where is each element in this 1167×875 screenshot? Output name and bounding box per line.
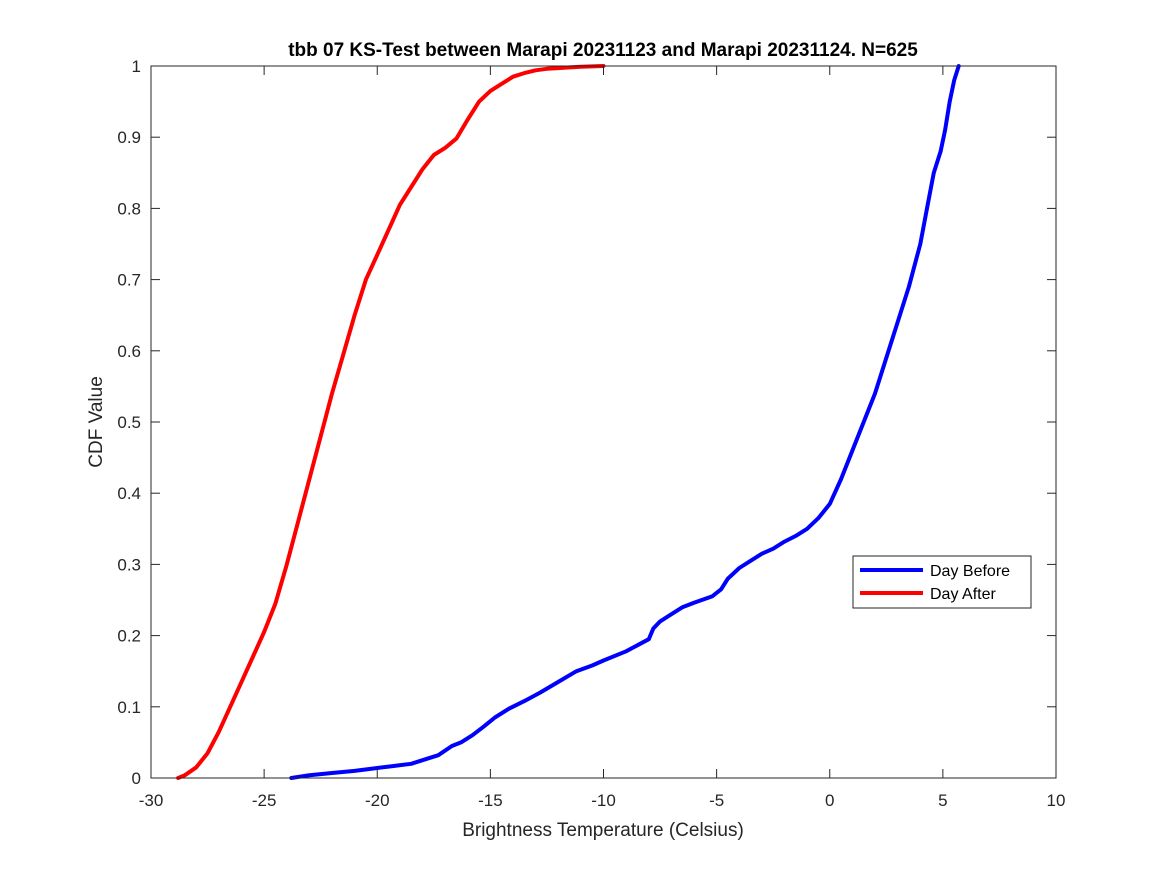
x-tick-label: -5 [709, 791, 724, 810]
y-tick-label: 0.3 [117, 555, 141, 574]
y-tick-label: 0.8 [117, 199, 141, 218]
series-line-day-after [176, 64, 606, 780]
y-tick-label: 0.7 [117, 271, 141, 290]
x-tick-label: -20 [365, 791, 390, 810]
y-tick-label: 0.1 [117, 698, 141, 717]
chart-title: tbb 07 KS-Test between Marapi 20231123 a… [288, 40, 918, 61]
plot-area [151, 66, 1056, 778]
x-tick-label: -15 [478, 791, 503, 810]
x-axis-label: Brightness Temperature (Celsius) [462, 820, 744, 841]
legend-label-day-before: Day Before [930, 563, 1010, 580]
axes-box [150, 65, 1057, 779]
y-tick-label: 0.9 [117, 128, 141, 147]
series-layer [176, 64, 961, 780]
y-tick-label: 0.4 [117, 484, 141, 503]
x-tick-label: 10 [1047, 791, 1066, 810]
y-axis-label: CDF Value [86, 376, 107, 468]
x-tick-label: 5 [938, 791, 947, 810]
series-line-day-before [289, 64, 961, 780]
y-tick-label: 0.2 [117, 627, 141, 646]
x-tick-label: -30 [139, 791, 164, 810]
x-tick-label: -10 [591, 791, 616, 810]
y-tick-label: 0.5 [117, 413, 141, 432]
y-tick-label: 0 [132, 769, 141, 788]
x-tick-label: 0 [825, 791, 834, 810]
y-tick-label: 0.6 [117, 342, 141, 361]
legend-box [852, 555, 1032, 609]
x-tick-label: -25 [252, 791, 277, 810]
y-tick-label: 1 [132, 57, 141, 76]
legend: Day Before Day After [852, 555, 1032, 609]
legend-label-day-after: Day After [930, 586, 996, 603]
axes-layer: -30 -25 -20 -15 -10 -5 0 5 10 0 0.1 0.2 0.3 0.4 0.5 0.6… [117, 57, 1065, 810]
